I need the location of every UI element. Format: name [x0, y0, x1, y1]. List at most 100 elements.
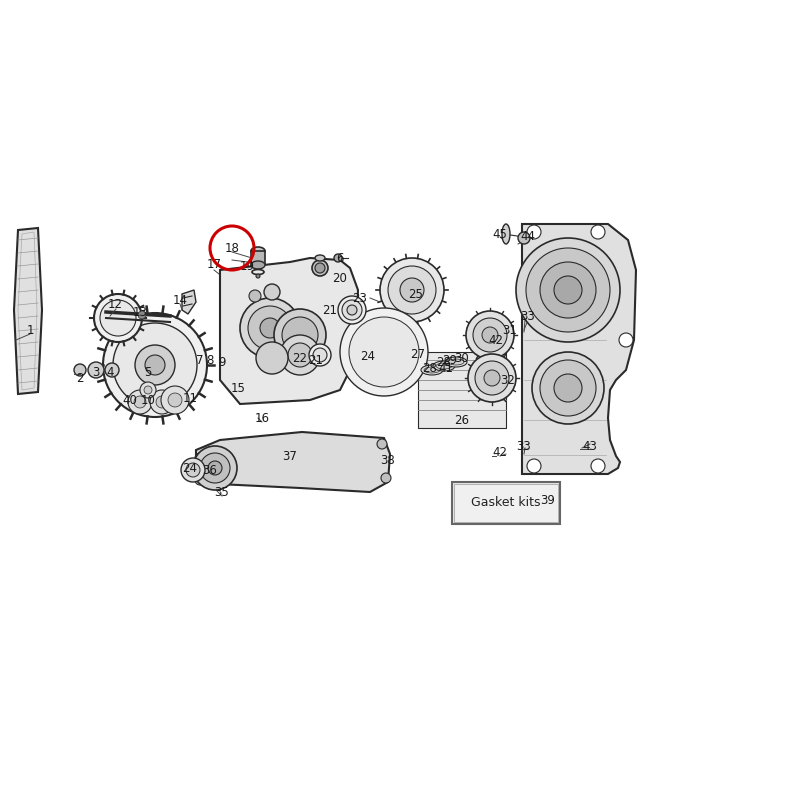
Circle shape: [388, 266, 436, 314]
Circle shape: [466, 311, 514, 359]
Ellipse shape: [251, 247, 265, 255]
Text: 24: 24: [182, 462, 198, 474]
Text: 9: 9: [218, 355, 226, 369]
Text: 41: 41: [438, 362, 454, 374]
Circle shape: [128, 390, 152, 414]
Circle shape: [138, 311, 146, 319]
Text: 37: 37: [282, 450, 298, 462]
Ellipse shape: [433, 361, 455, 371]
Circle shape: [145, 355, 165, 375]
Bar: [418, 352, 506, 428]
Text: 42: 42: [489, 334, 503, 346]
Circle shape: [527, 225, 541, 239]
Text: 3: 3: [92, 366, 100, 379]
Circle shape: [400, 278, 424, 302]
Ellipse shape: [445, 357, 467, 367]
Text: 16: 16: [254, 411, 270, 425]
Circle shape: [100, 300, 136, 336]
Text: 42: 42: [493, 446, 507, 458]
Circle shape: [193, 446, 237, 490]
Text: 1: 1: [26, 323, 34, 337]
Circle shape: [200, 453, 230, 483]
Text: 11: 11: [182, 391, 198, 405]
Circle shape: [381, 473, 391, 483]
Circle shape: [484, 370, 500, 386]
Circle shape: [340, 308, 428, 396]
Text: 13: 13: [133, 306, 147, 318]
Text: 45: 45: [493, 227, 507, 241]
Circle shape: [195, 475, 205, 485]
Circle shape: [288, 343, 312, 367]
Text: 21: 21: [322, 303, 338, 317]
Text: 21: 21: [309, 354, 323, 366]
Text: 2: 2: [76, 371, 84, 385]
Ellipse shape: [502, 224, 510, 244]
Circle shape: [150, 390, 174, 414]
Text: 24: 24: [361, 350, 375, 362]
Circle shape: [94, 294, 142, 342]
Text: 33: 33: [517, 439, 531, 453]
Circle shape: [280, 335, 320, 375]
Circle shape: [161, 386, 189, 414]
Text: Gasket kits: Gasket kits: [471, 497, 541, 510]
Text: 22: 22: [293, 351, 307, 365]
Text: 18: 18: [225, 242, 239, 254]
Circle shape: [349, 317, 419, 387]
Circle shape: [181, 458, 205, 482]
Ellipse shape: [424, 367, 440, 373]
Text: 17: 17: [206, 258, 222, 271]
Circle shape: [518, 232, 530, 244]
Text: 10: 10: [141, 394, 155, 406]
Text: 44: 44: [521, 230, 535, 242]
Circle shape: [195, 453, 205, 463]
Circle shape: [540, 360, 596, 416]
Text: 33: 33: [521, 310, 535, 322]
Text: 27: 27: [410, 349, 426, 362]
Ellipse shape: [421, 365, 443, 375]
Circle shape: [156, 396, 168, 408]
Circle shape: [135, 345, 175, 385]
Circle shape: [315, 263, 325, 273]
Circle shape: [186, 463, 200, 477]
Circle shape: [88, 362, 104, 378]
Circle shape: [208, 461, 222, 475]
Circle shape: [105, 363, 119, 377]
Polygon shape: [522, 224, 636, 474]
Circle shape: [591, 225, 605, 239]
Text: 5: 5: [144, 366, 152, 378]
Circle shape: [260, 318, 280, 338]
Text: 25: 25: [409, 289, 423, 302]
Circle shape: [113, 323, 197, 407]
Text: 30: 30: [454, 351, 470, 365]
Circle shape: [591, 459, 605, 473]
Text: 23: 23: [353, 291, 367, 305]
Bar: [452, 482, 560, 524]
Ellipse shape: [315, 255, 325, 261]
Text: 15: 15: [230, 382, 246, 394]
Text: 35: 35: [214, 486, 230, 498]
Circle shape: [482, 327, 498, 343]
Circle shape: [516, 238, 620, 342]
Circle shape: [134, 396, 146, 408]
Circle shape: [468, 354, 516, 402]
Polygon shape: [14, 228, 42, 394]
Text: 7: 7: [196, 354, 204, 366]
Polygon shape: [182, 290, 196, 314]
Ellipse shape: [309, 344, 331, 366]
Text: 28: 28: [437, 355, 451, 369]
Circle shape: [554, 374, 582, 402]
Circle shape: [256, 274, 260, 278]
Circle shape: [334, 254, 342, 262]
Text: 38: 38: [381, 454, 395, 466]
Circle shape: [240, 298, 300, 358]
Ellipse shape: [251, 261, 265, 269]
Text: 6: 6: [336, 251, 344, 265]
Text: 31: 31: [502, 323, 518, 337]
Polygon shape: [220, 258, 358, 404]
Circle shape: [248, 306, 292, 350]
Circle shape: [377, 439, 387, 449]
Circle shape: [249, 290, 261, 302]
Circle shape: [380, 258, 444, 322]
Text: 20: 20: [333, 271, 347, 285]
Text: 26: 26: [454, 414, 470, 426]
